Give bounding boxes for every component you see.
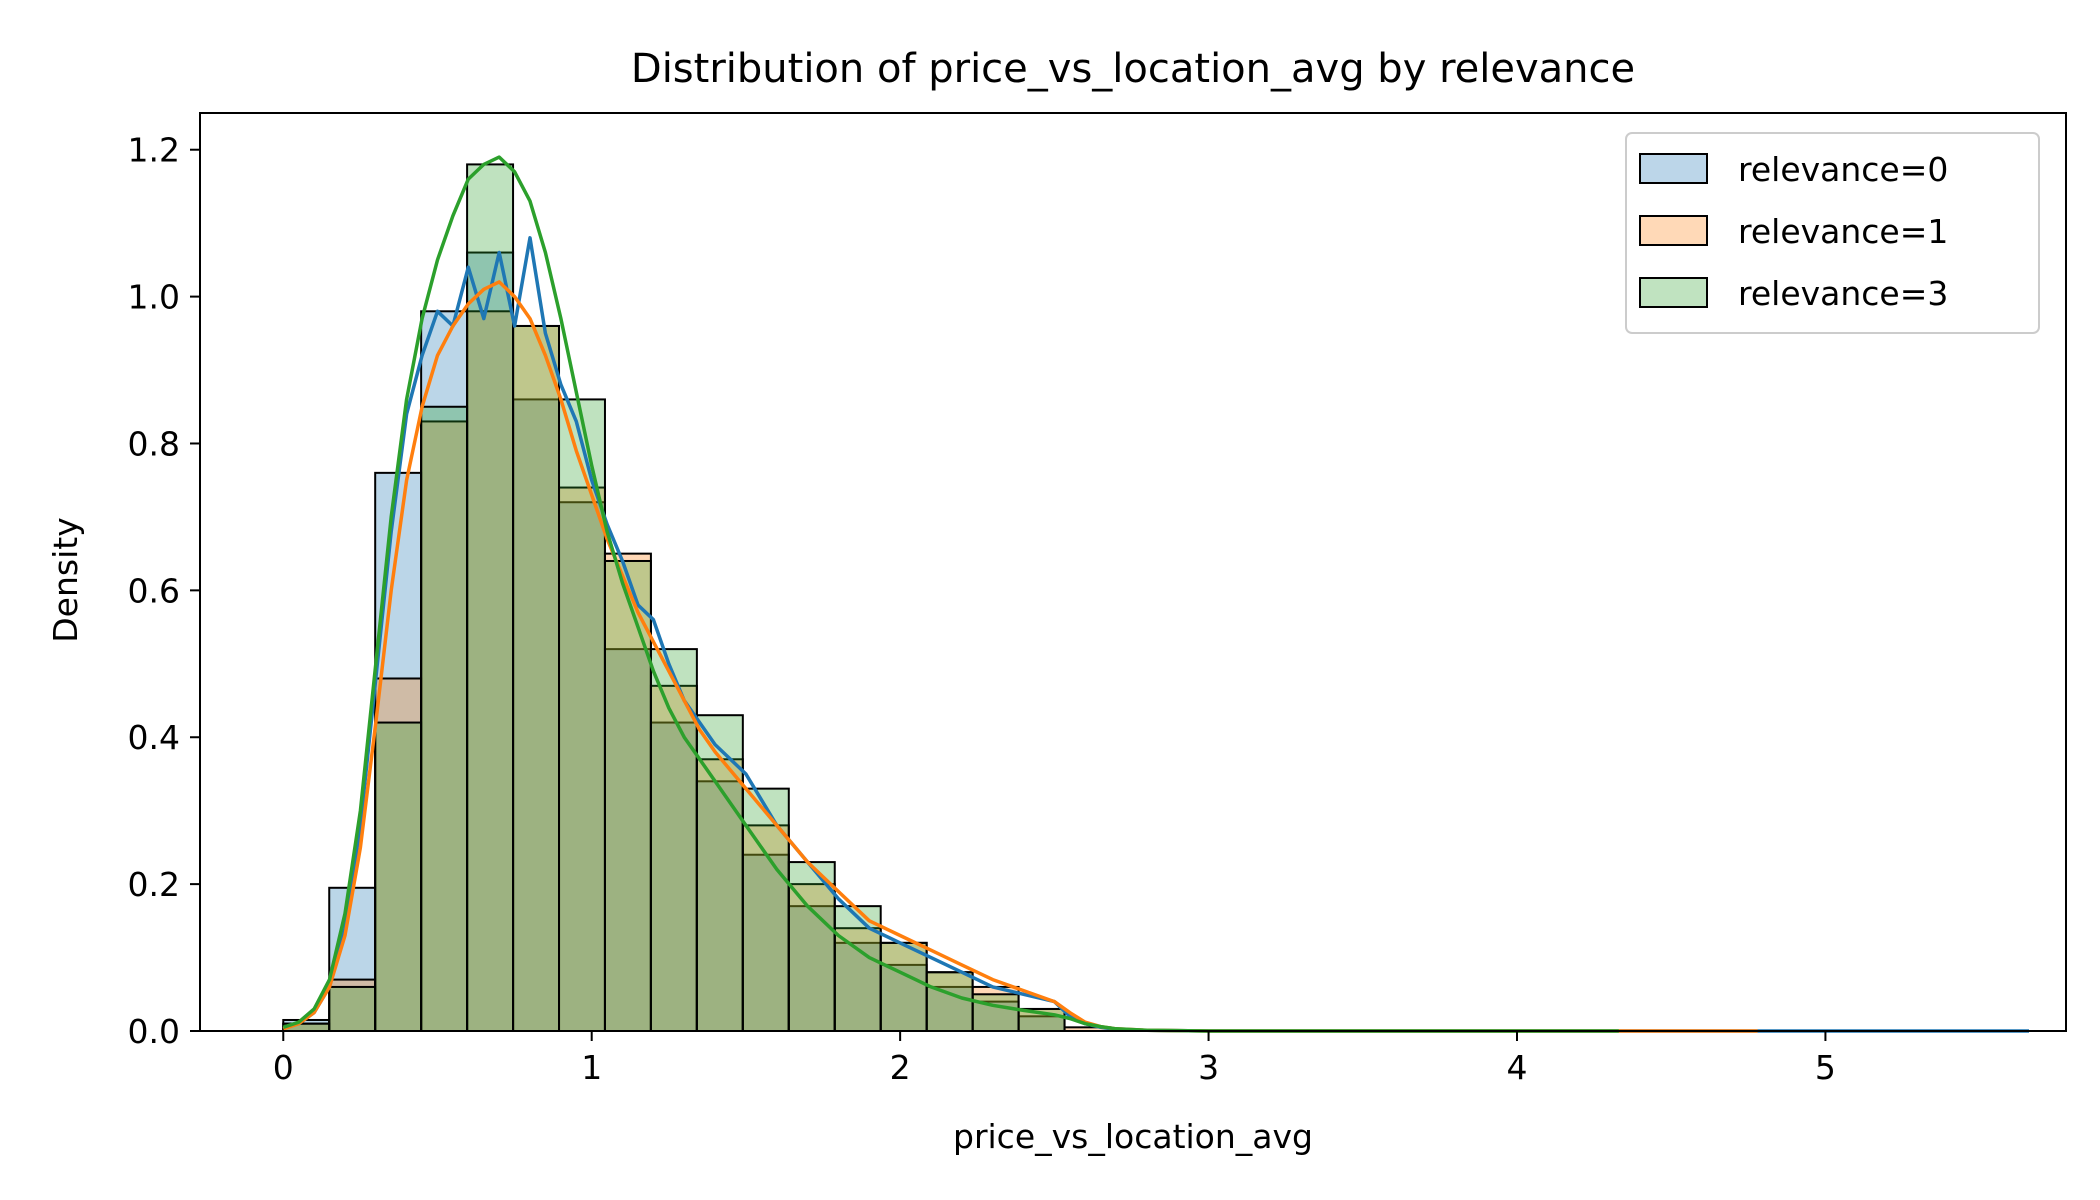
- y-tick-label: 1.0: [128, 278, 180, 317]
- y-tick-label: 0.8: [128, 424, 180, 463]
- x-tick-label: 4: [1506, 1048, 1527, 1087]
- histogram-bar: [512, 324, 561, 1032]
- histogram-bar: [649, 721, 698, 1032]
- legend-label: relevance=0: [1738, 150, 1948, 189]
- y-tick-label: 0.4: [128, 718, 180, 757]
- y-tick-label: 1.2: [128, 131, 180, 170]
- histogram-bar: [741, 824, 790, 1032]
- legend-label: relevance=3: [1738, 274, 1948, 313]
- x-tick-label: 0: [273, 1048, 294, 1087]
- histogram-bar: [925, 971, 974, 1032]
- kde-line: [282, 155, 1619, 1033]
- y-tick-label: 0.2: [128, 865, 180, 904]
- histogram-bar: [374, 677, 423, 1032]
- legend-swatch: [1639, 215, 1708, 246]
- y-tick-label: 0.0: [128, 1012, 180, 1051]
- x-tick-label: 5: [1815, 1048, 1836, 1087]
- legend-swatch: [1639, 277, 1708, 308]
- histogram-bar: [420, 405, 469, 1032]
- x-tick-label: 1: [581, 1048, 602, 1087]
- histogram-bar: [374, 721, 423, 1032]
- histogram-bar: [879, 941, 928, 1033]
- x-tick-label: 2: [890, 1048, 911, 1087]
- histogram-bar: [420, 420, 469, 1032]
- x-tick-label: 3: [1198, 1048, 1219, 1087]
- kde-line: [282, 280, 1758, 1033]
- y-axis-label: Density: [46, 517, 85, 642]
- histogram-bar: [833, 927, 882, 1033]
- kde-curves: [282, 155, 2029, 1033]
- legend-label: relevance=1: [1738, 212, 1948, 251]
- histogram-bar: [466, 310, 515, 1032]
- histogram-bar: [695, 780, 744, 1033]
- histogram-bar: [741, 787, 790, 1033]
- histogram-bar: [466, 163, 515, 1032]
- histogram-bar: [558, 486, 606, 1032]
- legend-swatch: [1639, 153, 1708, 184]
- y-axis: 0.0 0.2 0.4 0.6 0.8 1.0 1.2: [128, 131, 200, 1051]
- histogram-bar: [971, 993, 1020, 1033]
- x-axis-label: price_vs_location_avg: [953, 1117, 1313, 1156]
- histogram-bar: [603, 559, 652, 1032]
- histogram-bar: [328, 985, 377, 1032]
- x-axis: 0 1 2 3 4 5: [273, 1031, 1836, 1087]
- y-tick-label: 0.6: [128, 571, 180, 610]
- chart-title: Distribution of price_vs_location_avg by…: [631, 46, 1635, 92]
- plot-frame: [199, 112, 2067, 1032]
- legend: relevance=0 relevance=1 relevance=3: [1625, 132, 2040, 334]
- histogram-bars: [282, 163, 1112, 1033]
- legend-box: [1625, 132, 2040, 334]
